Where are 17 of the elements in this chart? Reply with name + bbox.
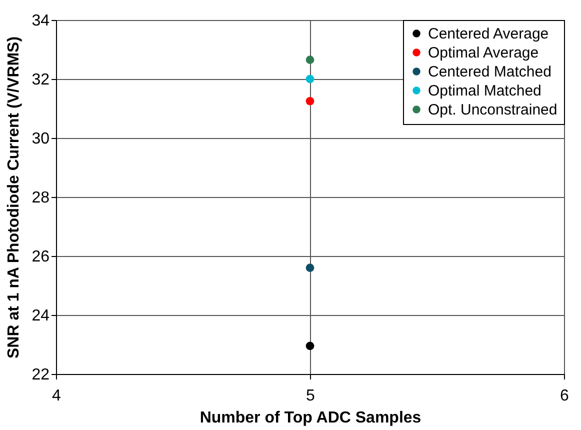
- y-tick-label: 24: [32, 308, 50, 324]
- x-axis-title: Number of Top ADC Samples: [200, 410, 422, 426]
- y-tick-label: 32: [32, 72, 50, 88]
- x-tick-label: 4: [52, 388, 62, 404]
- legend-label: Optimal Average: [428, 44, 539, 62]
- y-tick-label: 26: [32, 248, 50, 266]
- y-tick-label: 34: [32, 12, 50, 30]
- x-tick-label: 5: [306, 388, 316, 404]
- y-tick-label: 22: [32, 366, 50, 384]
- legend-label: Optimal Matched: [428, 82, 542, 100]
- legend-label: Centered Average: [428, 26, 549, 42]
- y-tick-label: 30: [32, 130, 50, 148]
- x-tick-label: 6: [560, 388, 570, 404]
- y-axis-title: SNR at 1 nA Photodiode Current (V/VRMS): [6, 36, 23, 359]
- y-tick-label: 28: [32, 190, 50, 206]
- legend-label: Centered Matched: [428, 64, 552, 80]
- legend-label: Opt. Unconstrained: [428, 102, 558, 118]
